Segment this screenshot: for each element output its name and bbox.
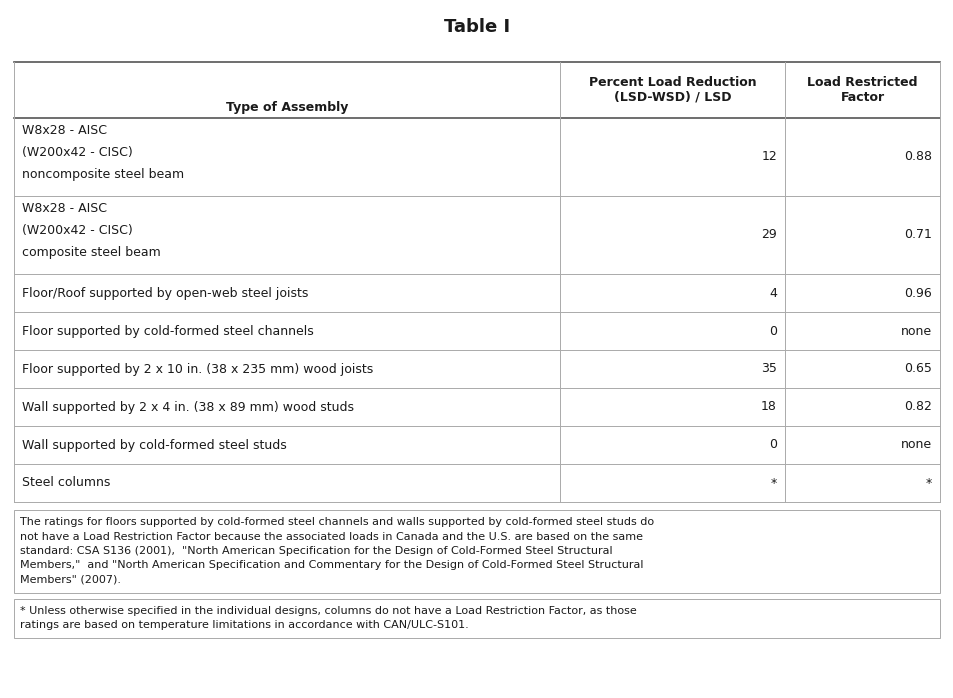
Text: none: none bbox=[900, 325, 931, 338]
Text: 0.82: 0.82 bbox=[903, 401, 931, 413]
Text: * Unless otherwise specified in the individual designs, columns do not have a Lo: * Unless otherwise specified in the indi… bbox=[20, 605, 636, 616]
Text: 0.65: 0.65 bbox=[903, 362, 931, 376]
Text: Floor supported by 2 x 10 in. (38 x 235 mm) wood joists: Floor supported by 2 x 10 in. (38 x 235 … bbox=[22, 362, 373, 376]
Text: W8x28 - AISC: W8x28 - AISC bbox=[22, 202, 107, 216]
Text: (W200x42 - CISC): (W200x42 - CISC) bbox=[22, 224, 132, 237]
Text: Members" (2007).: Members" (2007). bbox=[20, 575, 121, 585]
Text: Type of Assembly: Type of Assembly bbox=[226, 101, 348, 114]
Text: Wall supported by cold-formed steel studs: Wall supported by cold-formed steel stud… bbox=[22, 438, 287, 452]
Text: Members,"  and "North American Specification and Commentary for the Design of Co: Members," and "North American Specificat… bbox=[20, 560, 643, 570]
Text: not have a Load Restriction Factor because the associated loads in Canada and th: not have a Load Restriction Factor becau… bbox=[20, 531, 642, 542]
Text: composite steel beam: composite steel beam bbox=[22, 246, 161, 259]
Bar bbox=[14, 510, 939, 593]
Text: 29: 29 bbox=[760, 228, 776, 242]
Text: 18: 18 bbox=[760, 401, 776, 413]
Text: Percent Load Reduction
(LSD-WSD) / LSD: Percent Load Reduction (LSD-WSD) / LSD bbox=[588, 76, 756, 104]
Text: standard: CSA S136 (2001),  "North American Specification for the Design of Cold: standard: CSA S136 (2001), "North Americ… bbox=[20, 546, 612, 556]
Text: 0: 0 bbox=[768, 325, 776, 338]
Text: 0.96: 0.96 bbox=[903, 286, 931, 299]
Bar bbox=[14, 598, 939, 637]
Text: The ratings for floors supported by cold-formed steel channels and walls support: The ratings for floors supported by cold… bbox=[20, 517, 654, 527]
Text: *: * bbox=[770, 477, 776, 489]
Text: 0: 0 bbox=[768, 438, 776, 452]
Text: Floor supported by cold-formed steel channels: Floor supported by cold-formed steel cha… bbox=[22, 325, 314, 338]
Text: Steel columns: Steel columns bbox=[22, 477, 111, 489]
Text: ratings are based on temperature limitations in accordance with CAN/ULC-S101.: ratings are based on temperature limitat… bbox=[20, 620, 468, 630]
Text: Table I: Table I bbox=[443, 18, 510, 36]
Text: 0.71: 0.71 bbox=[903, 228, 931, 242]
Text: 35: 35 bbox=[760, 362, 776, 376]
Text: 0.88: 0.88 bbox=[903, 151, 931, 163]
Text: none: none bbox=[900, 438, 931, 452]
Text: Wall supported by 2 x 4 in. (38 x 89 mm) wood studs: Wall supported by 2 x 4 in. (38 x 89 mm)… bbox=[22, 401, 354, 413]
Text: Floor/Roof supported by open-web steel joists: Floor/Roof supported by open-web steel j… bbox=[22, 286, 308, 299]
Text: (W200x42 - CISC): (W200x42 - CISC) bbox=[22, 146, 132, 159]
Text: Load Restricted
Factor: Load Restricted Factor bbox=[806, 76, 917, 104]
Text: 12: 12 bbox=[760, 151, 776, 163]
Text: *: * bbox=[924, 477, 931, 489]
Text: W8x28 - AISC: W8x28 - AISC bbox=[22, 124, 107, 138]
Text: 4: 4 bbox=[768, 286, 776, 299]
Text: noncomposite steel beam: noncomposite steel beam bbox=[22, 168, 184, 181]
